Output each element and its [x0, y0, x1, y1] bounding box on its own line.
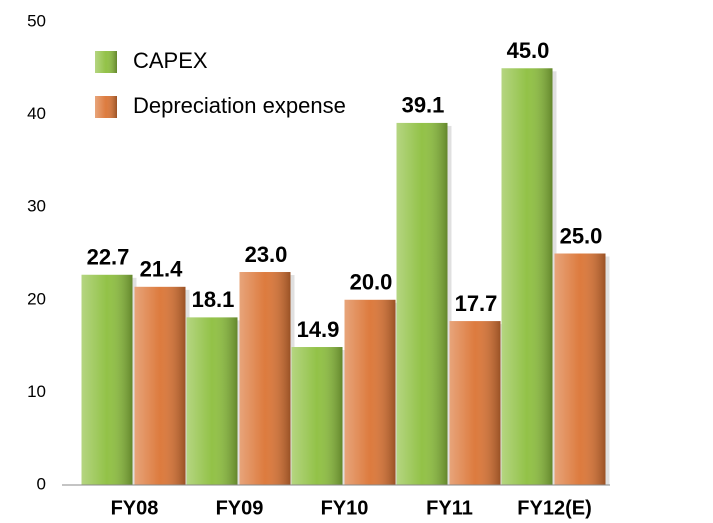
value-label: 45.0 [507, 38, 550, 63]
x-tick-label: FY10 [321, 497, 369, 519]
bar-shading [81, 274, 133, 485]
legend-label: Depreciation expense [133, 93, 346, 118]
value-label: 39.1 [402, 93, 445, 118]
bar-shading [449, 321, 501, 485]
bar-shading [501, 68, 553, 486]
y-tick-label: 20 [27, 289, 46, 308]
bar-shading [239, 272, 291, 485]
value-label: 23.0 [245, 242, 288, 267]
x-tick-label: FY08 [111, 497, 159, 519]
y-tick-label: 30 [27, 197, 46, 216]
bar-shading [291, 347, 343, 485]
bar-shading [396, 122, 448, 486]
value-label: 14.9 [297, 317, 340, 342]
bar-shading [344, 299, 396, 485]
value-label: 21.4 [140, 257, 184, 282]
legend-swatch-shading [95, 51, 117, 73]
bar-shading [186, 317, 238, 485]
legend-swatch-shading [95, 96, 117, 118]
value-label: 17.7 [455, 291, 498, 316]
value-label: 18.1 [192, 287, 235, 312]
bar-shading [554, 253, 606, 485]
bar-shading [134, 286, 186, 485]
y-tick-label: 10 [27, 382, 46, 401]
x-tick-label: FY12(E) [517, 497, 591, 519]
value-label: 22.7 [87, 245, 130, 270]
y-tick-label: 40 [27, 104, 46, 123]
value-label: 20.0 [350, 270, 393, 295]
x-tick-label: FY09 [216, 497, 264, 519]
value-label: 25.0 [560, 223, 603, 248]
y-tick-label: 50 [27, 11, 46, 30]
x-tick-label: FY11 [426, 497, 473, 519]
legend-label: CAPEX [133, 48, 208, 73]
y-tick-label: 0 [37, 474, 46, 493]
